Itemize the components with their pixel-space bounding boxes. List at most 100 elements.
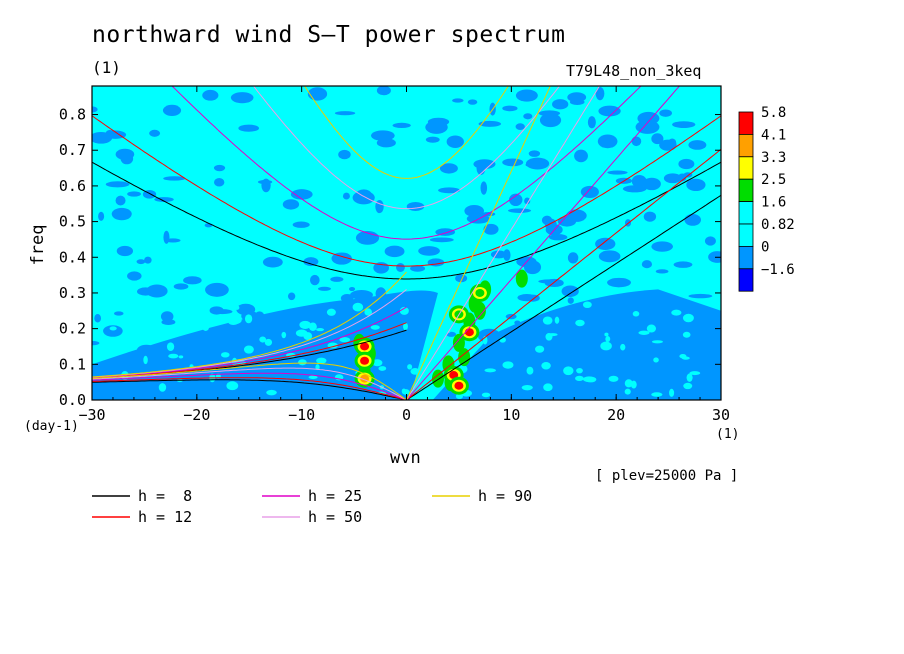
colorbar-label: 1.6 <box>761 195 786 211</box>
mid-power-speck <box>226 381 239 391</box>
low-power-patch <box>528 150 541 157</box>
low-power-patch <box>607 170 628 175</box>
colorbar-swatch <box>738 245 754 270</box>
low-power-patch <box>401 365 410 380</box>
x-axis-label: wvn <box>390 448 421 468</box>
low-power-patch <box>230 92 254 104</box>
mid-power-speck <box>299 320 311 329</box>
low-power-patch <box>524 260 542 275</box>
mid-power-speck <box>651 340 663 344</box>
legend: h = 8 h = 12 h = 25 h = 50 h = 90 <box>92 487 532 526</box>
mid-power-speck <box>266 389 277 396</box>
low-power-patch <box>567 252 579 264</box>
low-power-patch <box>628 365 649 373</box>
x-tick-label: 0 <box>402 406 411 424</box>
low-power-patch <box>595 86 605 101</box>
low-power-patch <box>127 191 141 197</box>
mixed-rossby-gravity-curve <box>92 271 407 378</box>
rossby-curve <box>92 362 407 400</box>
high-power-ridge <box>515 269 528 288</box>
mid-power-speck <box>147 337 159 342</box>
low-power-patch <box>607 277 631 288</box>
low-power-patch <box>657 362 671 370</box>
mid-power-speck <box>482 316 488 325</box>
y-tick-label: 0.2 <box>59 320 86 338</box>
low-power-patch <box>511 361 531 376</box>
colorbar: 5.8 4.1 3.3 2.5 1.6 0.82 0 −1.6 <box>738 105 795 292</box>
mixed-rossby-gravity-curve <box>92 322 407 379</box>
low-power-patch <box>490 250 507 259</box>
low-power-patch <box>475 372 497 383</box>
mid-power-speck <box>502 361 514 369</box>
low-power-patch <box>663 173 682 184</box>
mid-power-speck <box>401 388 407 395</box>
legend-label: h = 50 <box>308 508 362 526</box>
low-power-patch <box>515 89 538 102</box>
low-power-patch <box>116 245 134 257</box>
low-power-patch <box>480 181 488 195</box>
low-power-patch <box>523 113 533 120</box>
colorbar-swatch <box>738 111 754 135</box>
mid-power-speck <box>671 309 682 316</box>
mid-power-speck <box>653 357 659 363</box>
mid-power-speck <box>689 371 701 376</box>
y-axis-label: freq <box>28 225 48 266</box>
low-power-patch <box>340 294 354 303</box>
colorbar-label: −1.6 <box>761 262 795 278</box>
colorbar-swatch <box>738 201 754 225</box>
colorbar-label: 5.8 <box>761 105 786 121</box>
mid-power-speck <box>403 322 408 331</box>
axis-ticks: −30 −20 −10 0 10 20 30 0.0 0.1 0.2 0.3 0.4 0.5 0.6 0.7… <box>59 86 730 424</box>
low-power-patch <box>307 87 328 101</box>
low-power-patch <box>446 135 464 148</box>
low-power-patch <box>136 287 155 296</box>
low-power-patch <box>655 269 669 274</box>
low-power-patch <box>406 201 425 211</box>
mid-power-speck <box>281 331 287 339</box>
colorbar-label: 0 <box>761 239 769 255</box>
mid-power-speck <box>682 313 694 323</box>
mid-power-speck <box>575 319 585 327</box>
mid-power-speck <box>378 366 387 371</box>
low-power-patch <box>183 276 202 285</box>
mid-power-speck <box>646 324 657 333</box>
low-power-patch <box>515 123 525 131</box>
mid-power-speck <box>526 366 534 375</box>
low-power-patch <box>238 124 260 132</box>
low-power-patch <box>644 212 654 221</box>
low-power-patch <box>120 153 134 165</box>
y-tick-label: 0.3 <box>59 284 86 302</box>
mixed-rossby-gravity-curve <box>92 306 407 378</box>
low-power-patch <box>684 214 702 226</box>
low-power-patch <box>566 209 587 222</box>
low-power-patch <box>541 215 553 225</box>
low-power-patch <box>567 92 587 103</box>
mid-power-speck <box>638 330 650 335</box>
rossby-curve <box>92 379 407 400</box>
mid-power-speck <box>168 353 179 359</box>
low-power-patch <box>213 164 226 172</box>
low-power-patch <box>338 149 351 160</box>
low-power-patch <box>282 199 300 210</box>
y-tick-label: 0.1 <box>59 355 86 373</box>
low-power-patch <box>236 303 256 316</box>
mid-power-speck <box>608 375 619 382</box>
colorbar-swatch <box>738 156 754 180</box>
mid-power-speck <box>541 362 551 370</box>
low-power-patch <box>303 257 319 267</box>
low-power-patch <box>687 358 697 363</box>
low-power-patch <box>686 178 706 192</box>
mid-power-speck <box>686 373 693 382</box>
low-power-patch <box>418 246 440 256</box>
low-power-patch <box>342 192 350 200</box>
power-peak-core <box>449 371 459 380</box>
low-power-patch <box>708 317 721 326</box>
low-power-patch <box>622 185 647 193</box>
mid-power-speck <box>481 392 491 398</box>
power-peak-core <box>360 356 370 365</box>
low-power-patch <box>538 110 561 117</box>
mid-power-speck <box>178 355 184 359</box>
mid-power-speck <box>554 316 560 324</box>
legend-label: h = 8 <box>138 487 192 505</box>
colorbar-label: 3.3 <box>761 150 786 166</box>
